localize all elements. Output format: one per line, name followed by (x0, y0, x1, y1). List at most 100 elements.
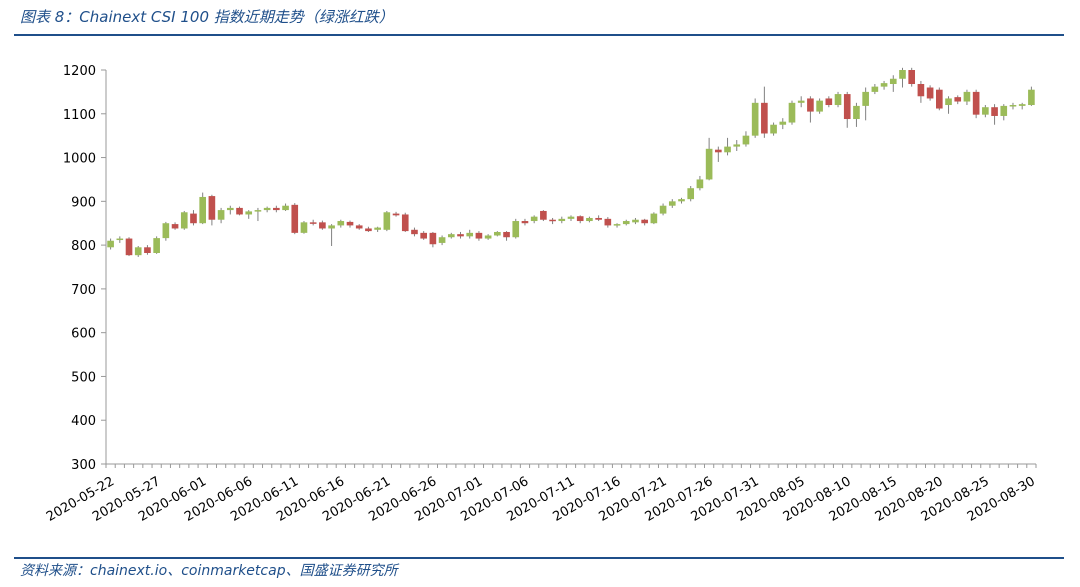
candle-body (761, 102, 768, 134)
candle-up (447, 232, 455, 239)
candle-down (319, 220, 326, 230)
candle-up (438, 235, 446, 246)
candle-body (236, 207, 243, 215)
candle-body (963, 91, 971, 102)
candle-up (263, 206, 271, 213)
candle-up (199, 192, 206, 225)
candle-up (254, 207, 262, 222)
candle-body (411, 229, 418, 235)
candle-up (1009, 102, 1017, 110)
candle-up (632, 217, 639, 225)
candle-body (263, 207, 271, 211)
candle-body (466, 232, 474, 237)
candle-body (853, 105, 860, 120)
candle-up (668, 199, 676, 208)
candle-body (779, 121, 787, 125)
candle-body (889, 78, 897, 85)
candle-body (880, 83, 888, 87)
candle-body (355, 225, 363, 229)
candle-body (595, 217, 602, 220)
candle-up (530, 215, 538, 224)
candle-body (678, 199, 685, 202)
candle-up (300, 221, 308, 234)
candle-body (715, 149, 722, 153)
candle-up (770, 122, 777, 136)
candle-up (963, 89, 971, 106)
candle-up (899, 67, 906, 88)
candle-body (484, 235, 492, 239)
candle-down (346, 220, 354, 228)
candle-body (190, 213, 197, 224)
candle-body (319, 222, 326, 229)
candle-down (401, 212, 409, 232)
candle-up (217, 207, 225, 224)
candle-body (770, 124, 777, 134)
candle-body (1000, 105, 1008, 116)
candle-body (788, 102, 796, 123)
candle-down (190, 210, 197, 226)
candle-down (595, 215, 602, 222)
candle-body (742, 135, 750, 145)
candle-down (521, 218, 529, 226)
candle-body (447, 234, 455, 238)
candle-up (678, 197, 685, 204)
candle-body (705, 148, 713, 180)
candle-up (687, 186, 695, 202)
candle-body (972, 91, 980, 115)
candle-up (945, 96, 952, 114)
candle-up (512, 218, 520, 239)
candle-up (567, 215, 575, 222)
y-tick-label: 500 (71, 370, 96, 385)
candle-up (558, 216, 566, 224)
candle-up (733, 140, 741, 151)
candle-body (180, 212, 188, 229)
candle-up (1018, 102, 1026, 110)
candle-body (512, 221, 520, 238)
candle-body (494, 231, 501, 236)
candle-up (724, 137, 731, 156)
candle-down (761, 86, 768, 138)
candle-body (107, 240, 114, 248)
candle-up (871, 84, 879, 95)
candle-body (622, 221, 630, 225)
candle-body (346, 221, 354, 226)
candle-body (926, 87, 934, 99)
candle-body (586, 217, 593, 222)
candle-body (733, 144, 741, 147)
x-axis: 2020-05-222020-05-272020-06-012020-06-06… (44, 463, 1038, 525)
y-tick-label: 900 (71, 195, 96, 210)
candle-body (530, 216, 538, 222)
candle-up (162, 221, 170, 241)
candle-body (438, 237, 446, 243)
candle-down (392, 211, 400, 217)
candle-body (457, 234, 464, 237)
candle-body (668, 201, 676, 206)
candle-down (420, 231, 427, 240)
candle-body (337, 221, 345, 226)
candle-up (742, 131, 750, 147)
y-axis: 300 400 500 600 700 800 900 1000 1100 1200 (63, 64, 107, 473)
figure-title: 图表 8：Chainext CSI 100 指数近期走势（绿涨红跌） (20, 8, 394, 26)
candle-body (365, 228, 372, 232)
candle-body (696, 179, 704, 189)
candle-body (641, 219, 648, 224)
candle-body (374, 227, 381, 230)
candle-down (125, 237, 133, 257)
candle-down (236, 206, 243, 216)
candle-down (843, 91, 851, 128)
candle-up (622, 219, 630, 226)
candle-down (825, 96, 833, 108)
candle-up (180, 210, 188, 230)
candle-body (328, 225, 335, 229)
candle-body (936, 89, 943, 109)
candle-body (862, 91, 869, 106)
candle-down (355, 224, 363, 230)
candle-down (273, 205, 280, 213)
candle-body (991, 107, 998, 116)
candle-up (797, 96, 805, 108)
candle-up (788, 100, 796, 125)
candle-down (807, 96, 814, 123)
candle-body (558, 218, 566, 222)
candle-up (982, 105, 989, 118)
candle-body (475, 232, 483, 239)
